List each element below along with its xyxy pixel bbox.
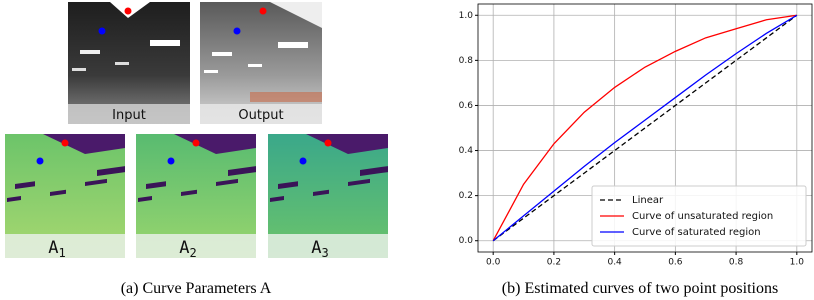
input-image bbox=[68, 2, 190, 124]
y-tick-label: 1.0 bbox=[459, 11, 474, 21]
x-tick-label: 0.6 bbox=[668, 258, 683, 268]
x-tick-label: 1.0 bbox=[790, 258, 805, 268]
map-label: A3 bbox=[311, 238, 328, 260]
map-region bbox=[97, 166, 125, 176]
y-tick-label: 0.0 bbox=[459, 236, 474, 246]
map-region bbox=[270, 196, 284, 202]
red-point bbox=[324, 139, 332, 147]
series-line bbox=[492, 14, 798, 242]
map-region bbox=[50, 189, 66, 197]
map-label-subscript: 1 bbox=[59, 246, 66, 260]
map-label-subscript: 3 bbox=[322, 246, 329, 260]
x-tick-label: 0.0 bbox=[486, 258, 501, 268]
map-region bbox=[313, 189, 329, 196]
map-label-main: A bbox=[311, 238, 321, 258]
panel-caption: (b) Estimated curves of two point positi… bbox=[502, 280, 778, 297]
y-tick-label: 0.8 bbox=[459, 56, 474, 66]
map-label-main: A bbox=[179, 238, 189, 258]
red-point bbox=[61, 139, 69, 147]
panel-caption: (a) Curve Parameters A bbox=[121, 280, 272, 297]
legend-label: Linear bbox=[632, 195, 664, 206]
image-label: Input bbox=[112, 108, 146, 123]
series-line bbox=[492, 14, 798, 242]
map-image: A3 bbox=[268, 134, 388, 260]
parameter-maps: A1 A2 A3 bbox=[5, 134, 388, 260]
x-tick-label: 0.4 bbox=[607, 258, 622, 268]
label-strip bbox=[268, 234, 388, 258]
x-tick-label: 0.8 bbox=[729, 258, 744, 268]
map-region bbox=[7, 196, 21, 202]
map-label: A1 bbox=[48, 238, 65, 260]
red-point bbox=[192, 139, 200, 147]
legend-box bbox=[591, 185, 807, 247]
y-tick-label: 0.4 bbox=[459, 146, 474, 156]
map-region bbox=[181, 189, 197, 196]
map-label-main: A bbox=[48, 238, 58, 258]
map-region bbox=[174, 134, 256, 154]
map-label-subscript: 2 bbox=[190, 246, 197, 260]
y-tick-label: 0.6 bbox=[459, 101, 474, 111]
series-line bbox=[492, 14, 797, 242]
plot-frame bbox=[477, 3, 813, 253]
chart: 0.0 0.2 0.4 0.6 0.8 1.0 0.0 0.2 0.4 0.6 0.8 1.0 Line… bbox=[459, 3, 813, 268]
map-region bbox=[15, 181, 35, 190]
legend-label: Curve of unsaturated region bbox=[632, 211, 773, 222]
map-image: A1 bbox=[5, 134, 125, 260]
output-image bbox=[200, 2, 322, 124]
blue-point bbox=[167, 157, 175, 165]
map-region bbox=[146, 181, 166, 189]
map-region bbox=[85, 178, 107, 186]
map-label: A2 bbox=[179, 238, 196, 260]
map-region bbox=[216, 178, 238, 186]
map-region bbox=[43, 134, 125, 154]
blue-point bbox=[299, 157, 307, 165]
map-region bbox=[348, 178, 370, 187]
y-tick-label: 0.2 bbox=[459, 191, 473, 201]
x-tick-label: 0.2 bbox=[547, 258, 561, 268]
image-label: Output bbox=[238, 108, 283, 123]
map-image: A2 bbox=[136, 134, 256, 260]
label-strip bbox=[136, 234, 256, 258]
map-region bbox=[228, 166, 256, 176]
map-region bbox=[278, 181, 298, 190]
legend-label: Curve of saturated region bbox=[632, 227, 761, 238]
map-region bbox=[360, 166, 388, 176]
map-region bbox=[306, 134, 388, 154]
map-region bbox=[138, 196, 152, 202]
blue-point bbox=[36, 157, 44, 165]
label-strip bbox=[5, 234, 125, 258]
